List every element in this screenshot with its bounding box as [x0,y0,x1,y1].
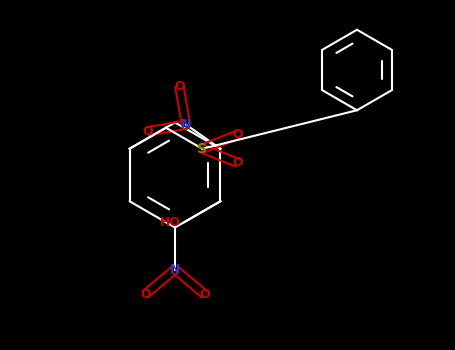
Text: N: N [181,118,191,131]
Text: HO: HO [160,216,181,229]
Text: N: N [170,263,180,276]
Text: S: S [197,142,207,156]
Text: O: O [140,288,151,301]
Text: O: O [199,288,210,301]
Text: O: O [143,125,153,138]
Text: O: O [232,156,243,169]
Text: O: O [232,128,243,141]
Text: O: O [174,80,185,93]
